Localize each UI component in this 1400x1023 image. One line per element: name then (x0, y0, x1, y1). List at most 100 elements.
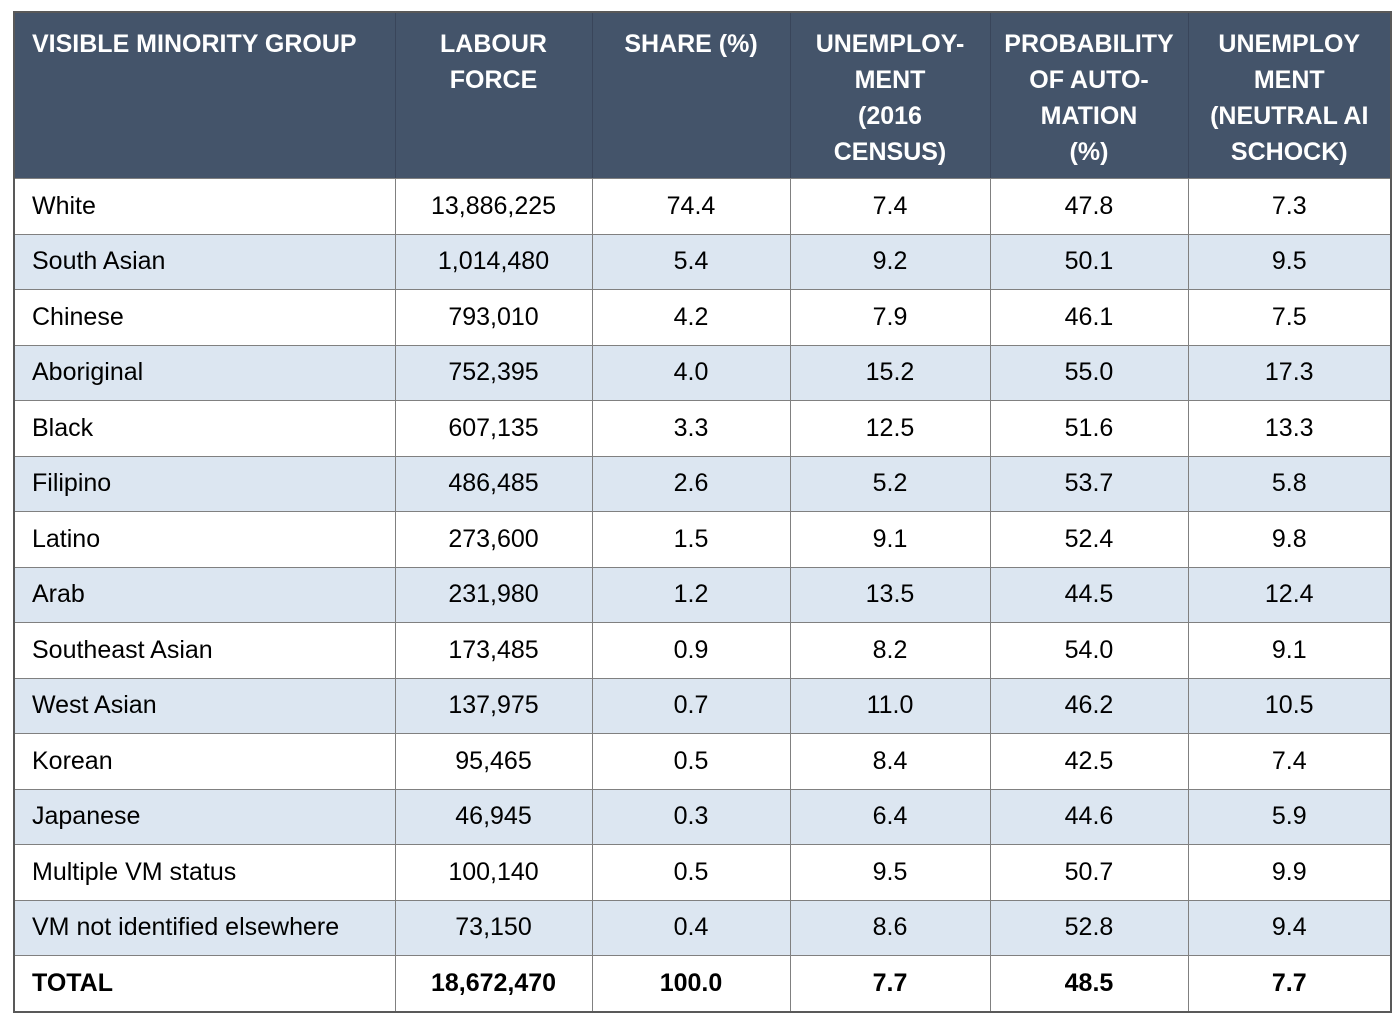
table-row-vm-not-identified-elsewhere: VM not identified elsewhere 73,150 0.4 8.6 5… (13, 899, 1392, 956)
table-cell: 752,395 (394, 344, 593, 401)
table-cell: 0.3 (591, 788, 791, 845)
table-cell: 9.9 (1187, 844, 1392, 901)
table-cell: 0.7 (591, 677, 791, 734)
row-label: Black (13, 400, 396, 457)
table-cell: 0.9 (591, 622, 791, 679)
table-cell: 4.2 (591, 289, 791, 346)
visible-minority-automation-table: VISIBLE MINORITY GROUP LABOUR FORCE SHARE … (13, 11, 1392, 1013)
table-cell: 44.6 (989, 788, 1189, 845)
table-cell: 607,135 (394, 400, 593, 457)
column-header-unemploy: UNEMPLOY MENT (NEUTRAL AI SCHOCK) (1187, 12, 1391, 179)
column-header-unemploy: UNEMPLOY- MENT (2016 CENSUS) (789, 12, 990, 179)
table-cell: 8.2 (789, 622, 991, 679)
column-header-labour: LABOUR FORCE (394, 12, 592, 179)
table-cell: 10.5 (1187, 677, 1392, 734)
table-cell: 17.3 (1187, 344, 1392, 401)
table-row-aboriginal: Aboriginal 752,395 4.0 15.2 55.0 17.3 (13, 344, 1392, 401)
row-label: West Asian (13, 677, 396, 734)
table-cell: 95,465 (394, 733, 593, 790)
table-cell: 100,140 (394, 844, 593, 901)
table-cell: 52.4 (989, 511, 1189, 568)
row-label: Latino (13, 511, 396, 568)
column-header-visible-minority-group: VISIBLE MINORITY GROUP (14, 12, 395, 179)
table-row-south-asian: South Asian 1,014,480 5.4 9.2 50.1 9.5 (13, 233, 1392, 290)
table-cell: 0.5 (591, 844, 791, 901)
table-cell: 9.1 (789, 511, 991, 568)
table-cell: 5.9 (1187, 788, 1392, 845)
table-cell: 8.6 (789, 899, 991, 956)
table-cell: 3.3 (591, 400, 791, 457)
row-label: Filipino (13, 455, 396, 512)
table-row-latino: Latino 273,600 1.5 9.1 52.4 9.8 (13, 511, 1392, 568)
table-cell: 12.4 (1187, 566, 1392, 623)
table-cell: 2.6 (591, 455, 791, 512)
table-cell: 50.7 (989, 844, 1189, 901)
table-cell: 5.8 (1187, 455, 1392, 512)
table-cell: 18,672,470 (394, 955, 593, 1012)
table-row-arab: Arab 231,980 1.2 13.5 44.5 12.4 (13, 566, 1392, 623)
table-cell: 9.5 (789, 844, 991, 901)
table-row-black: Black 607,135 3.3 12.5 51.6 13.3 (13, 400, 1392, 457)
header-row: VISIBLE MINORITY GROUP LABOUR FORCE SHARE … (14, 12, 1391, 179)
column-header-share: SHARE (%) (591, 12, 790, 179)
table-cell: 46,945 (394, 788, 593, 845)
table-cell: 74.4 (591, 178, 791, 235)
row-label: White (13, 178, 396, 235)
table-cell: 9.4 (1187, 899, 1392, 956)
table-body: White 13,886,225 74.4 7.4 47.8 7.3 South Asian… (13, 178, 1392, 1012)
table-cell: 7.7 (1187, 955, 1392, 1012)
table-row-west-asian: West Asian 137,975 0.7 11.0 46.2 10.5 (13, 677, 1392, 734)
table-cell: 0.5 (591, 733, 791, 790)
table-cell: 1,014,480 (394, 233, 593, 290)
row-label: Multiple VM status (13, 844, 396, 901)
row-label: South Asian (13, 233, 396, 290)
table-cell: 5.4 (591, 233, 791, 290)
table-cell: 48.5 (989, 955, 1189, 1012)
table-row-korean: Korean 95,465 0.5 8.4 42.5 7.4 (13, 733, 1392, 790)
table-cell: 42.5 (989, 733, 1189, 790)
table-cell: 52.8 (989, 899, 1189, 956)
row-label: Southeast Asian (13, 622, 396, 679)
table-cell: 7.9 (789, 289, 991, 346)
table-cell: 44.5 (989, 566, 1189, 623)
table-cell: 7.3 (1187, 178, 1392, 235)
row-label: Chinese (13, 289, 396, 346)
table-cell: 9.5 (1187, 233, 1392, 290)
table-row-southeast-asian: Southeast Asian 173,485 0.9 8.2 54.0 9.1 (13, 622, 1392, 679)
table-cell: 6.4 (789, 788, 991, 845)
table-cell: 173,485 (394, 622, 593, 679)
table-cell: 100.0 (591, 955, 791, 1012)
table-cell: 9.1 (1187, 622, 1392, 679)
row-label: TOTAL (13, 955, 396, 1012)
table-cell: 53.7 (989, 455, 1189, 512)
column-header-probability: PROBABILITY OF AUTO- MATION (%) (989, 12, 1188, 179)
table-cell: 13.3 (1187, 400, 1392, 457)
table-cell: 7.4 (789, 178, 991, 235)
table-cell: 793,010 (394, 289, 593, 346)
table-cell: 13.5 (789, 566, 991, 623)
table-cell: 7.7 (789, 955, 991, 1012)
table-row-japanese: Japanese 46,945 0.3 6.4 44.6 5.9 (13, 788, 1392, 845)
table-cell: 73,150 (394, 899, 593, 956)
table-cell: 8.4 (789, 733, 991, 790)
table-cell: 11.0 (789, 677, 991, 734)
table-cell: 47.8 (989, 178, 1189, 235)
total-row: TOTAL 18,672,470 100.0 7.7 48.5 7.7 (13, 955, 1392, 1012)
table-row-white: White 13,886,225 74.4 7.4 47.8 7.3 (13, 178, 1392, 235)
table-cell: 46.2 (989, 677, 1189, 734)
table-cell: 231,980 (394, 566, 593, 623)
table-cell: 15.2 (789, 344, 991, 401)
table-cell: 7.5 (1187, 289, 1392, 346)
table-cell: 137,975 (394, 677, 593, 734)
table-cell: 5.2 (789, 455, 991, 512)
table-header: VISIBLE MINORITY GROUP LABOUR FORCE SHARE … (14, 12, 1391, 179)
row-label: Korean (13, 733, 396, 790)
table-cell: 12.5 (789, 400, 991, 457)
table-cell: 50.1 (989, 233, 1189, 290)
table-cell: 9.8 (1187, 511, 1392, 568)
table-cell: 1.2 (591, 566, 791, 623)
table-cell: 486,485 (394, 455, 593, 512)
table-cell: 51.6 (989, 400, 1189, 457)
row-label: Japanese (13, 788, 396, 845)
